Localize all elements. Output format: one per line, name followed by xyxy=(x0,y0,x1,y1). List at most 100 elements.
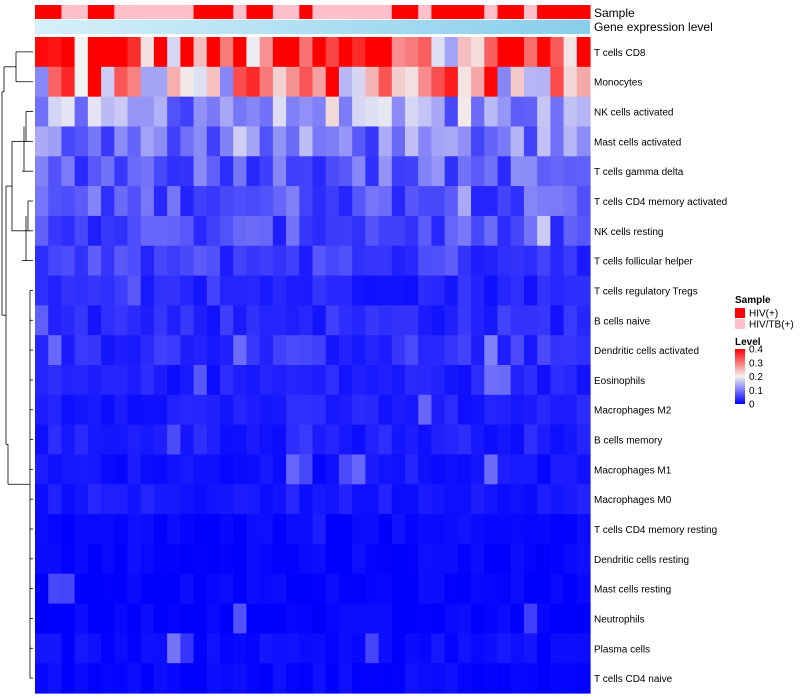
heatmap-cell xyxy=(299,156,314,187)
heatmap-cell xyxy=(484,66,499,98)
heatmap-cell xyxy=(220,335,234,366)
heatmap-cell xyxy=(220,394,234,426)
heatmap-cell xyxy=(114,454,129,485)
heatmap-cell xyxy=(286,156,300,187)
heatmap-cell xyxy=(563,424,578,456)
heatmap-cell xyxy=(101,305,115,336)
heatmap-cell xyxy=(48,156,63,187)
heatmap-cell xyxy=(114,514,129,545)
heatmap-cell xyxy=(101,603,115,634)
heatmap-cell xyxy=(444,186,459,217)
sample-legend-swatch xyxy=(735,308,745,318)
gene-expression-gradient xyxy=(35,20,590,34)
heatmap-cell xyxy=(206,215,221,247)
heatmap-cell xyxy=(127,126,142,157)
heatmap-cell xyxy=(497,275,512,306)
heatmap-cell xyxy=(140,514,155,545)
heatmap-cell xyxy=(510,96,525,128)
heatmap-cell xyxy=(563,37,578,68)
heatmap-cell xyxy=(246,96,261,128)
heatmap-cell xyxy=(471,305,485,336)
heatmap-cell xyxy=(312,543,327,575)
heatmap-cell xyxy=(418,37,433,68)
heatmap-cell xyxy=(127,663,142,694)
heatmap-cell xyxy=(233,663,248,694)
sample-annotation-cell xyxy=(114,5,129,19)
heatmap-cell xyxy=(220,454,234,485)
heatmap-cell xyxy=(259,37,274,68)
heatmap-cell xyxy=(206,514,221,545)
heatmap-cell xyxy=(405,424,419,456)
heatmap-cell xyxy=(338,663,353,694)
heatmap-cell xyxy=(206,394,221,426)
heatmap-cell xyxy=(365,543,380,575)
heatmap-cell xyxy=(127,394,142,426)
heatmap-cell xyxy=(35,543,49,575)
heatmap-cell xyxy=(325,543,340,575)
heatmap-cell xyxy=(471,96,485,128)
heatmap-cell xyxy=(35,96,49,128)
heatmap-cell xyxy=(576,394,591,426)
heatmap-cell xyxy=(87,514,102,545)
heatmap-cell xyxy=(74,573,89,605)
heatmap-cell xyxy=(405,484,419,515)
heatmap-cell xyxy=(338,215,353,247)
heatmap-cell xyxy=(378,305,393,336)
heatmap-cell xyxy=(87,156,102,187)
heatmap-cell xyxy=(510,186,525,217)
heatmap-cell xyxy=(550,454,565,485)
heatmap-cell xyxy=(365,215,380,247)
heatmap-cell xyxy=(246,394,261,426)
heatmap-cell xyxy=(418,543,433,575)
heatmap-cell xyxy=(550,156,565,187)
heatmap-cell xyxy=(378,603,393,634)
heatmap-cell xyxy=(167,573,181,605)
heatmap-cell xyxy=(312,365,327,396)
heatmap-cell xyxy=(325,603,340,634)
heatmap-cell xyxy=(576,514,591,545)
heatmap-cell xyxy=(101,156,115,187)
heatmap-cell xyxy=(537,96,551,128)
heatmap-cell xyxy=(153,275,168,306)
heatmap-cell xyxy=(444,305,459,336)
heatmap-cell xyxy=(312,66,327,98)
heatmap-cell xyxy=(352,394,366,426)
heatmap-cell xyxy=(563,335,578,366)
row-label: T cells CD4 memory resting xyxy=(594,525,717,536)
heatmap-cell xyxy=(74,156,89,187)
heatmap-cell xyxy=(180,394,195,426)
heatmap-cell xyxy=(167,156,181,187)
sample-annotation-cell xyxy=(352,5,366,19)
heatmap-cell xyxy=(259,543,274,575)
heatmap-cell xyxy=(550,633,565,664)
heatmap-cell xyxy=(233,633,248,664)
heatmap-cell xyxy=(431,514,446,545)
heatmap-cell xyxy=(510,484,525,515)
sample-annotation-cell xyxy=(391,5,406,19)
heatmap-cell xyxy=(391,305,406,336)
heatmap-cell xyxy=(140,573,155,605)
heatmap-cell xyxy=(246,603,261,634)
heatmap-cell xyxy=(457,156,472,187)
heatmap-cell xyxy=(299,484,314,515)
heatmap-cell xyxy=(153,484,168,515)
heatmap-cell xyxy=(365,37,380,68)
heatmap-cell xyxy=(167,126,181,157)
heatmap-cell xyxy=(259,394,274,426)
heatmap-cell xyxy=(550,275,565,306)
heatmap-cell xyxy=(537,603,551,634)
heatmap-cell xyxy=(576,454,591,485)
heatmap-cell xyxy=(246,454,261,485)
heatmap-cell xyxy=(576,365,591,396)
heatmap-cell xyxy=(220,663,234,694)
heatmap-cell xyxy=(484,215,499,247)
sample-annotation-cell xyxy=(484,5,499,19)
heatmap-cell xyxy=(153,543,168,575)
heatmap-cell xyxy=(471,514,485,545)
heatmap-cell xyxy=(497,394,512,426)
heatmap-cell xyxy=(233,186,248,217)
heatmap-cell xyxy=(127,37,142,68)
heatmap-cell xyxy=(484,365,499,396)
heatmap-cell xyxy=(444,275,459,306)
heatmap-cell xyxy=(312,275,327,306)
